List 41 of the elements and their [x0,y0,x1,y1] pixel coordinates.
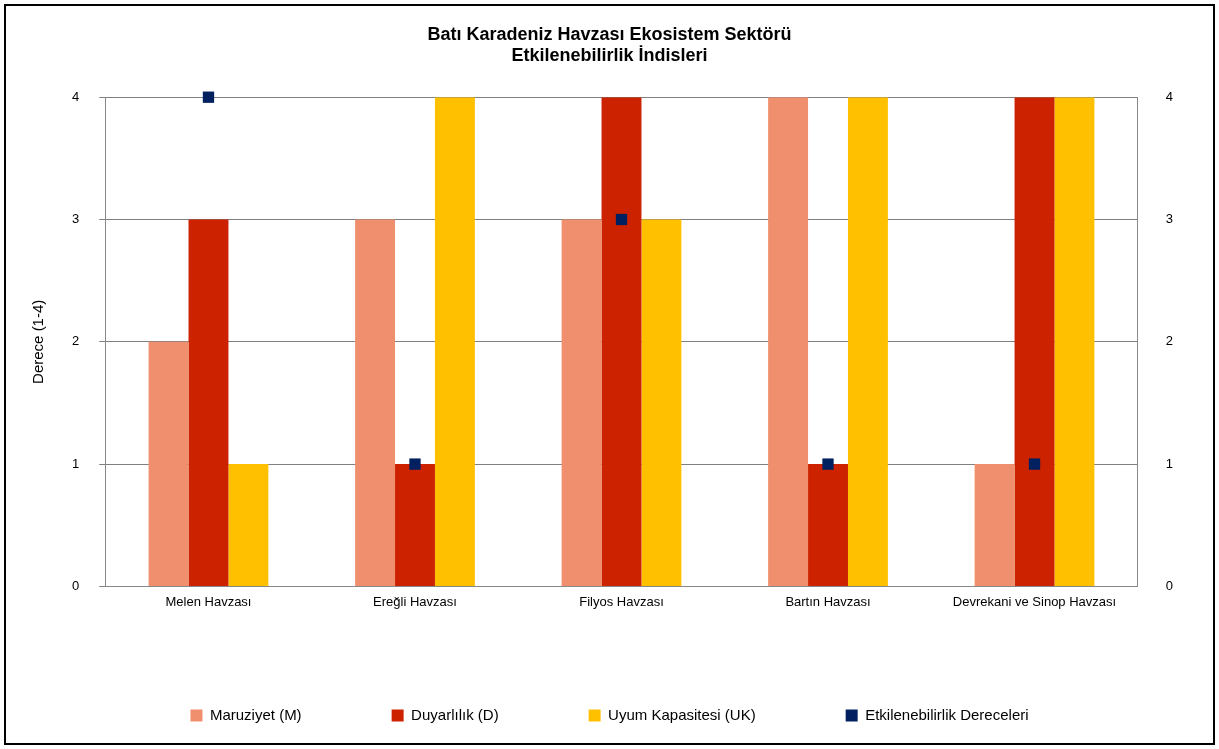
bar [974,464,1015,586]
point [615,213,628,226]
point [1028,458,1041,470]
x-tick-label: Filyos Havzası [579,593,664,609]
x-tick-label: Devrekani ve Sinop Havzası [952,593,1117,609]
bar [808,464,848,586]
y-axis-title: Derece (1-4) [29,299,47,384]
point [822,458,834,470]
bar [228,464,269,586]
bar [1014,97,1055,586]
legend-label: Etkilenebilirlik Dereceleri [865,705,1029,723]
legend-label: Maruziyet (M) [209,705,302,723]
bar [601,97,642,586]
bar [847,97,888,586]
y-tick-label: 0 [72,577,80,593]
x-tick-label: Bartın Havzası [785,593,871,609]
y2-tick-label: 2 [1165,333,1173,349]
legend-label: Duyarlılık (D) [411,705,499,723]
x-tick-label: Ereğli Havzası [373,593,457,609]
bar [561,219,602,586]
bar [768,97,809,586]
chart-title: Batı Karadeniz Havzası Ekosistem Sektörü Etkilenebilirlik İndisleri [427,23,792,66]
y2-tick-label: 4 [1165,88,1173,104]
y-tick-label: 4 [72,88,80,104]
bar [395,464,435,586]
bar [148,341,189,586]
bar [355,219,396,586]
x-tick-label: Melen Havzası [165,593,252,609]
y-tick-label: 2 [72,333,80,349]
bar [434,97,475,586]
y-tick-label: 1 [72,455,80,471]
bar [641,219,682,586]
legend-label: Uyum Kapasitesi (UK) [608,705,756,723]
y2-tick-label: 1 [1165,455,1173,471]
point [202,91,215,103]
y2-tick-label: 3 [1165,211,1173,227]
bar [1054,97,1095,586]
y-tick-label: 3 [72,211,80,227]
y2-tick-label: 0 [1165,577,1173,593]
bar [188,219,229,586]
point [409,458,421,470]
